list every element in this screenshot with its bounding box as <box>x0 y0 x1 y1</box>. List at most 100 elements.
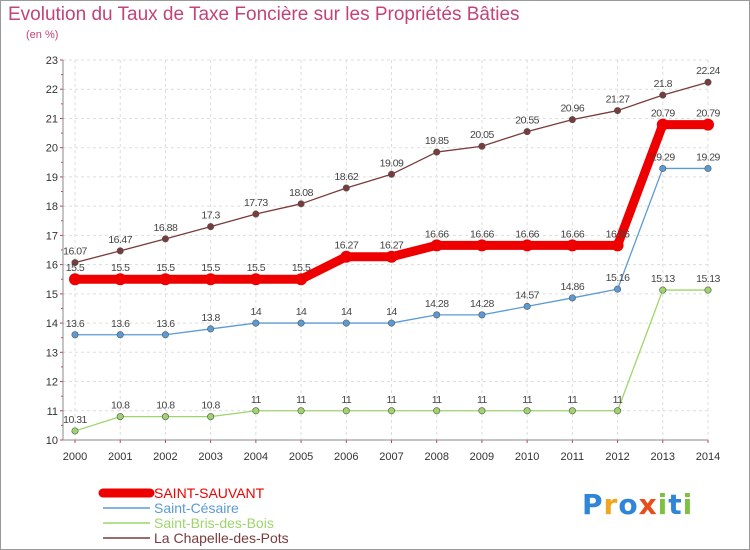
chart-title: Evolution du Taux de Taxe Foncière sur l… <box>8 4 520 25</box>
data-label: 17.73 <box>244 197 268 209</box>
x-tick-label: 2008 <box>424 451 448 463</box>
x-tick-label: 2012 <box>605 451 629 463</box>
data-label: 16.66 <box>515 228 539 240</box>
data-point <box>523 302 531 310</box>
data-label: 14 <box>296 306 307 318</box>
data-label: 15.5 <box>247 262 266 274</box>
data-point <box>116 247 124 255</box>
data-label: 15.5 <box>201 262 220 274</box>
data-point <box>71 331 79 339</box>
data-label: 11 <box>613 394 624 406</box>
data-label: 15.5 <box>156 262 175 274</box>
data-label: 14 <box>386 306 397 318</box>
data-label: 20.55 <box>515 115 539 127</box>
data-label: 18.08 <box>289 187 313 199</box>
data-label: 11 <box>341 394 352 406</box>
logo-letter: P <box>582 488 604 521</box>
data-label: 16.47 <box>108 234 132 246</box>
data-label: 20.79 <box>696 108 720 120</box>
data-label: 16.27 <box>334 240 358 252</box>
data-label: 16.27 <box>380 240 404 252</box>
data-point <box>523 128 531 136</box>
data-label: 14 <box>341 306 352 318</box>
data-point <box>207 223 215 231</box>
x-tick-label: 2005 <box>289 451 313 463</box>
data-point <box>297 200 305 208</box>
data-label: 13.8 <box>201 312 220 324</box>
data-point <box>433 148 441 156</box>
data-point <box>568 407 576 415</box>
data-point <box>523 407 531 415</box>
data-point <box>702 118 714 131</box>
data-label: 13.6 <box>156 318 175 330</box>
data-label: 15.5 <box>292 262 311 274</box>
y-tick-label: 19 <box>46 172 58 184</box>
axes: 10 11 12 13 14 15 16 17 18 19 20 21 22 23 2000 2001 2002… <box>46 55 720 463</box>
data-label: 10.8 <box>111 400 130 412</box>
data-point <box>433 311 441 319</box>
data-point <box>385 250 398 263</box>
data-point <box>704 78 712 86</box>
y-tick-label: 20 <box>46 143 58 155</box>
logo-letter: x <box>638 488 658 521</box>
x-tick-label: 2000 <box>63 451 87 463</box>
data-labels: 13.6 13.6 13.6 13.8 14 14 14 14 14.28 14.28 14.57 1… <box>63 65 721 426</box>
data-point <box>387 319 395 327</box>
x-tick-label: 2007 <box>379 451 403 463</box>
legend-label: Saint-Bris-des-Bois <box>154 515 274 531</box>
data-point <box>568 294 576 302</box>
data-label: 15.13 <box>651 273 675 285</box>
data-point <box>611 239 624 252</box>
data-point <box>161 331 169 339</box>
data-label: 11 <box>522 394 533 406</box>
data-point <box>475 239 488 252</box>
data-label: 13.6 <box>66 318 85 330</box>
data-point <box>342 184 350 192</box>
data-label: 20.79 <box>651 108 675 120</box>
series-layer <box>69 78 714 435</box>
data-point <box>387 407 395 415</box>
data-point <box>297 407 305 415</box>
data-label: 15.16 <box>606 272 630 284</box>
data-point <box>159 273 172 286</box>
data-label: 18.62 <box>334 171 358 183</box>
data-label: 10.8 <box>156 400 175 412</box>
y-tick-label: 16 <box>46 260 58 272</box>
data-label: 10.31 <box>63 414 87 426</box>
data-point <box>342 407 350 415</box>
data-point <box>340 250 353 263</box>
data-point <box>207 325 215 333</box>
data-label: 19.85 <box>425 135 449 147</box>
y-tick-label: 12 <box>46 377 58 389</box>
data-point <box>161 413 169 421</box>
data-label: 11 <box>477 394 488 406</box>
data-point <box>204 273 217 286</box>
x-tick-label: 2010 <box>515 451 539 463</box>
x-tick-label: 2003 <box>198 451 222 463</box>
y-tick-label: 11 <box>47 406 58 418</box>
data-label: 19.29 <box>696 151 720 163</box>
data-label: 21.8 <box>654 78 673 90</box>
data-point <box>295 273 308 286</box>
y-tick-label: 17 <box>46 230 58 242</box>
data-label: 16.88 <box>154 222 178 234</box>
logo-letter: r <box>603 488 619 521</box>
y-tick-label: 13 <box>46 347 58 359</box>
y-tick-label: 10 <box>46 435 58 447</box>
data-point <box>342 319 350 327</box>
data-label: 11 <box>567 394 578 406</box>
x-tick-label: 2001 <box>108 451 132 463</box>
data-point <box>252 319 260 327</box>
x-tick-label: 2013 <box>651 451 675 463</box>
data-label: 19.09 <box>380 157 404 169</box>
y-tick-label: 18 <box>46 201 58 213</box>
data-label: 11 <box>387 394 398 406</box>
data-label: 19.29 <box>651 151 675 163</box>
data-point <box>433 407 441 415</box>
x-tick-label: 2011 <box>561 451 585 463</box>
y-tick-label: 15 <box>46 289 58 301</box>
data-label: 16.66 <box>606 228 630 240</box>
data-point <box>659 91 667 99</box>
data-point <box>249 273 262 286</box>
